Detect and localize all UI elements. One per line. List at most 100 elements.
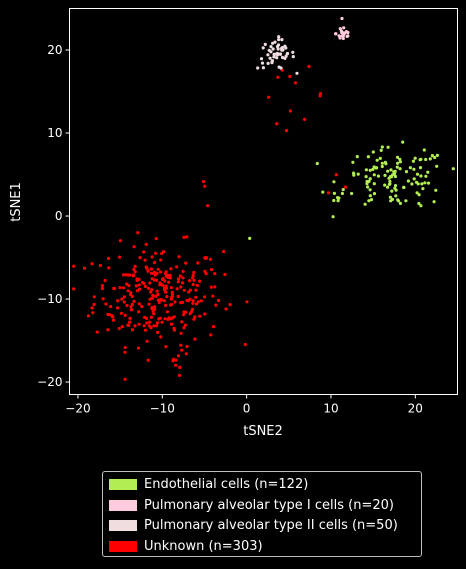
data-point — [364, 175, 368, 179]
data-point — [157, 317, 161, 321]
data-point — [433, 155, 437, 160]
data-point — [203, 184, 207, 188]
data-point — [185, 344, 189, 349]
data-point — [100, 284, 104, 288]
data-point — [275, 44, 280, 49]
data-point — [129, 305, 133, 309]
data-point — [112, 287, 117, 291]
data-point — [368, 194, 372, 198]
data-point — [179, 343, 183, 347]
data-point — [345, 34, 349, 38]
data-point — [150, 288, 154, 292]
data-point — [148, 281, 152, 285]
data-point — [122, 295, 126, 299]
data-point — [393, 174, 397, 179]
data-point — [162, 250, 166, 254]
data-point — [92, 295, 96, 299]
data-point — [171, 359, 175, 363]
data-point — [372, 192, 377, 196]
data-point — [141, 280, 145, 285]
data-point — [162, 286, 166, 290]
data-point — [419, 204, 423, 208]
data-point — [398, 167, 402, 171]
data-point — [133, 270, 137, 274]
legend-swatch — [109, 499, 137, 511]
data-point — [396, 198, 400, 202]
data-point — [276, 47, 280, 51]
data-point — [408, 166, 412, 170]
data-point — [192, 278, 196, 282]
data-point — [331, 215, 335, 219]
data-point — [396, 161, 400, 165]
data-point — [275, 56, 279, 60]
data-point — [155, 324, 159, 328]
data-point — [208, 257, 213, 261]
data-point — [341, 36, 345, 41]
data-point — [132, 267, 136, 271]
data-point — [124, 273, 128, 277]
data-point — [165, 295, 169, 299]
data-point — [421, 187, 425, 191]
data-point — [413, 156, 417, 160]
data-point — [187, 279, 192, 283]
data-point — [176, 294, 180, 298]
data-point — [194, 288, 198, 292]
data-point — [118, 286, 122, 290]
data-point — [270, 61, 274, 65]
data-point — [340, 191, 344, 196]
data-point — [146, 286, 150, 290]
data-point — [224, 307, 228, 311]
data-point — [155, 278, 159, 282]
data-point — [157, 300, 161, 304]
data-point — [430, 154, 434, 158]
data-point — [159, 298, 163, 302]
data-point — [161, 277, 165, 281]
data-point — [103, 278, 107, 283]
data-point — [388, 179, 392, 183]
data-point — [118, 239, 122, 243]
legend-label: Pulmonary alveolar type II cells (n=50) — [144, 517, 398, 533]
legend-label: Unknown (n=303) — [144, 538, 263, 554]
data-point — [172, 315, 176, 319]
data-point — [107, 266, 111, 270]
legend: Endothelial cells (n=122) Pulmonary alve… — [102, 471, 422, 557]
data-point — [395, 155, 400, 159]
data-point — [179, 331, 183, 335]
data-point — [434, 188, 438, 192]
data-point — [372, 173, 376, 177]
data-point — [137, 302, 141, 306]
data-point — [418, 166, 423, 170]
data-point — [137, 277, 141, 281]
data-point — [123, 313, 127, 317]
data-point — [423, 181, 427, 185]
data-point — [332, 180, 336, 184]
data-point — [191, 301, 195, 305]
data-point — [266, 61, 270, 65]
data-point — [281, 48, 285, 52]
data-point — [432, 200, 436, 204]
data-point — [395, 165, 399, 169]
data-point — [184, 352, 188, 356]
data-point — [167, 280, 171, 284]
data-point — [368, 168, 372, 172]
data-point — [401, 140, 405, 144]
data-point — [214, 303, 218, 307]
data-point — [106, 328, 110, 332]
data-point — [181, 276, 185, 280]
data-point — [182, 235, 186, 239]
data-point — [203, 312, 207, 316]
data-point — [351, 160, 355, 164]
data-point — [196, 261, 200, 265]
y-tick-label: 10 — [47, 126, 62, 140]
data-point — [149, 267, 153, 271]
data-point — [109, 304, 113, 309]
data-point — [133, 324, 137, 328]
data-point — [125, 282, 129, 286]
data-point — [149, 315, 153, 319]
plot-frame — [69, 8, 458, 395]
data-point — [150, 277, 154, 281]
data-point — [107, 256, 111, 261]
data-point — [162, 299, 166, 303]
data-point — [417, 201, 421, 206]
data-point — [261, 66, 265, 70]
